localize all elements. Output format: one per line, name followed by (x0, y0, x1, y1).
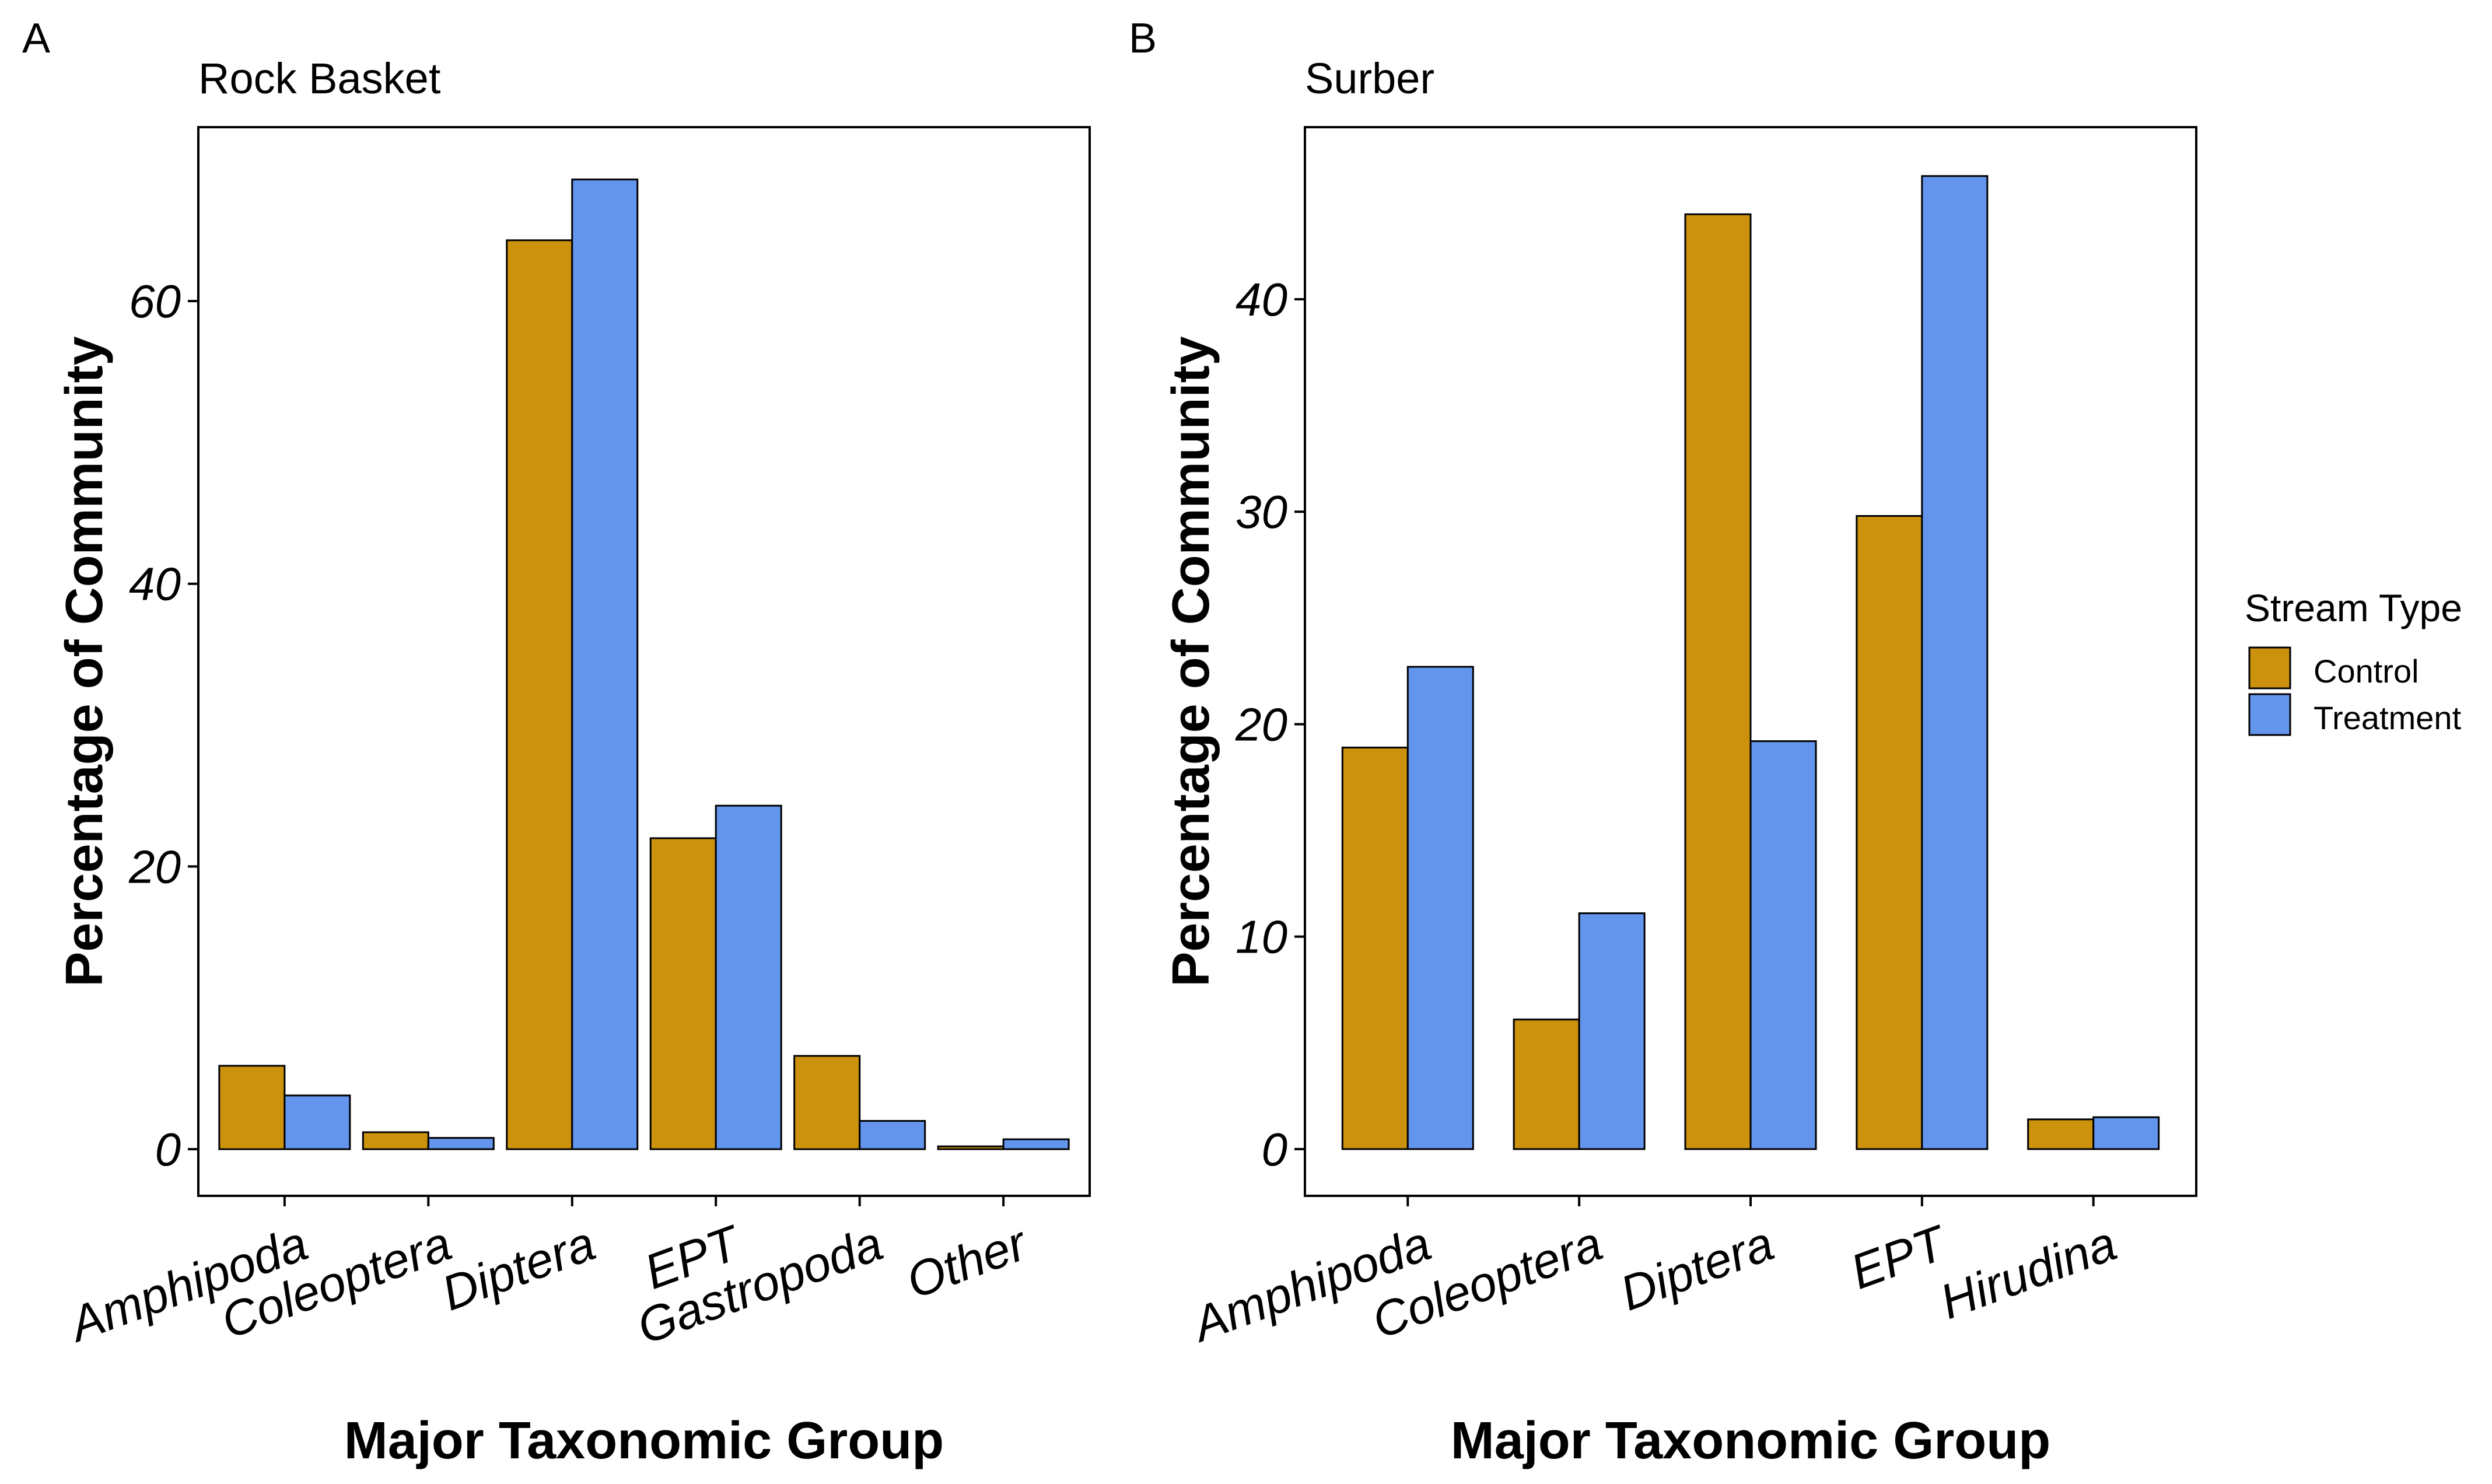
panel-letter-a: A (22, 15, 50, 62)
panel-a-bar-coleoptera-treatment (427, 1137, 495, 1150)
legend: Stream Type Control Treatment (2245, 586, 2462, 736)
panel-b-y-axis-title: Percentage of Community (1162, 336, 1220, 986)
panel-a-bar-ept-treatment (715, 804, 782, 1150)
legend-label-treatment: Treatment (2314, 699, 2462, 736)
panel-b-title: Surber (1305, 54, 1434, 103)
legend-swatch-control (2248, 646, 2291, 690)
panel-b-bar-hirudina-control (2027, 1118, 2095, 1150)
panel-b-y-tick-label: 10 (1236, 911, 1287, 963)
panel-a-x-axis-title: Major Taxonomic Group (344, 1412, 944, 1470)
panel-a-y-tick-label: 0 (155, 1124, 181, 1175)
panel-b-bar-diptera-treatment (1749, 740, 1817, 1150)
panel-a-title: Rock Basket (198, 54, 441, 103)
panel-a-bars (218, 178, 1070, 1150)
panel-a-y-axis-title: Percentage of Community (55, 336, 114, 986)
panel-a-bar-amphipoda-control (218, 1065, 286, 1150)
panel-b-bar-diptera-control (1684, 213, 1752, 1150)
legend-label-control: Control (2314, 653, 2419, 690)
panel-b-y-tick-label: 30 (1236, 486, 1287, 538)
panel-a-y-tick-label: 60 (129, 275, 181, 327)
panel-b-bar-amphipoda-control (1341, 747, 1409, 1150)
panel-b-bar-ept-treatment (1921, 175, 1989, 1150)
panel-a-x-tick-label: Other (900, 1215, 1035, 1309)
panel-b-bar-ept-control (1856, 515, 1923, 1150)
panel-b-x-tick-label: Hirudina (1933, 1216, 2123, 1329)
panel-b-bar-hirudina-treatment (2092, 1116, 2160, 1150)
panel-b-bars (1341, 175, 2160, 1150)
panel-b-y-tick-label: 20 (1235, 698, 1287, 750)
panel-b-y-tick-label: 40 (1236, 274, 1287, 326)
panel-a-y-tick-label: 20 (128, 841, 181, 892)
panel-a-y-ticks: 0 20 40 60 (128, 275, 198, 1175)
panel-a-bar-diptera-control (506, 239, 573, 1150)
panel-a-bar-coleoptera-control (362, 1131, 429, 1150)
panel-a-y-tick-label: 40 (129, 558, 181, 610)
panel-a-bar-gastropoda-control (793, 1055, 861, 1150)
panel-a-bar-other-control (937, 1145, 1005, 1150)
panel-a-bar-diptera-treatment (571, 178, 639, 1150)
panel-b-bar-coleoptera-treatment (1578, 912, 1646, 1150)
legend-title: Stream Type (2245, 586, 2462, 629)
panel-a-bar-other-treatment (1002, 1138, 1070, 1150)
panel-a: A Rock Basket 0 20 40 60 AmphipodaColeopter… (22, 15, 1091, 1470)
panel-a-plot-frame (197, 126, 1091, 1197)
panel-b-bar-coleoptera-control (1513, 1019, 1580, 1150)
panel-a-x-tick-label: Diptera (435, 1216, 602, 1321)
panel-b-x-axis-title: Major Taxonomic Group (1451, 1412, 2050, 1470)
panel-b-y-ticks: 0 10 20 30 40 (1235, 274, 1305, 1175)
panel-a-bar-gastropoda-treatment (859, 1120, 926, 1150)
panel-a-bar-ept-control (649, 837, 717, 1150)
panel-letter-b: B (1129, 15, 1157, 62)
panel-a-bar-amphipoda-treatment (284, 1094, 351, 1150)
panel-b-x-tick-label: Diptera (1614, 1216, 1781, 1321)
panel-b-y-tick-label: 0 (1262, 1124, 1288, 1175)
legend-swatch-treatment (2248, 693, 2291, 736)
panel-b-bar-amphipoda-treatment (1406, 666, 1474, 1150)
